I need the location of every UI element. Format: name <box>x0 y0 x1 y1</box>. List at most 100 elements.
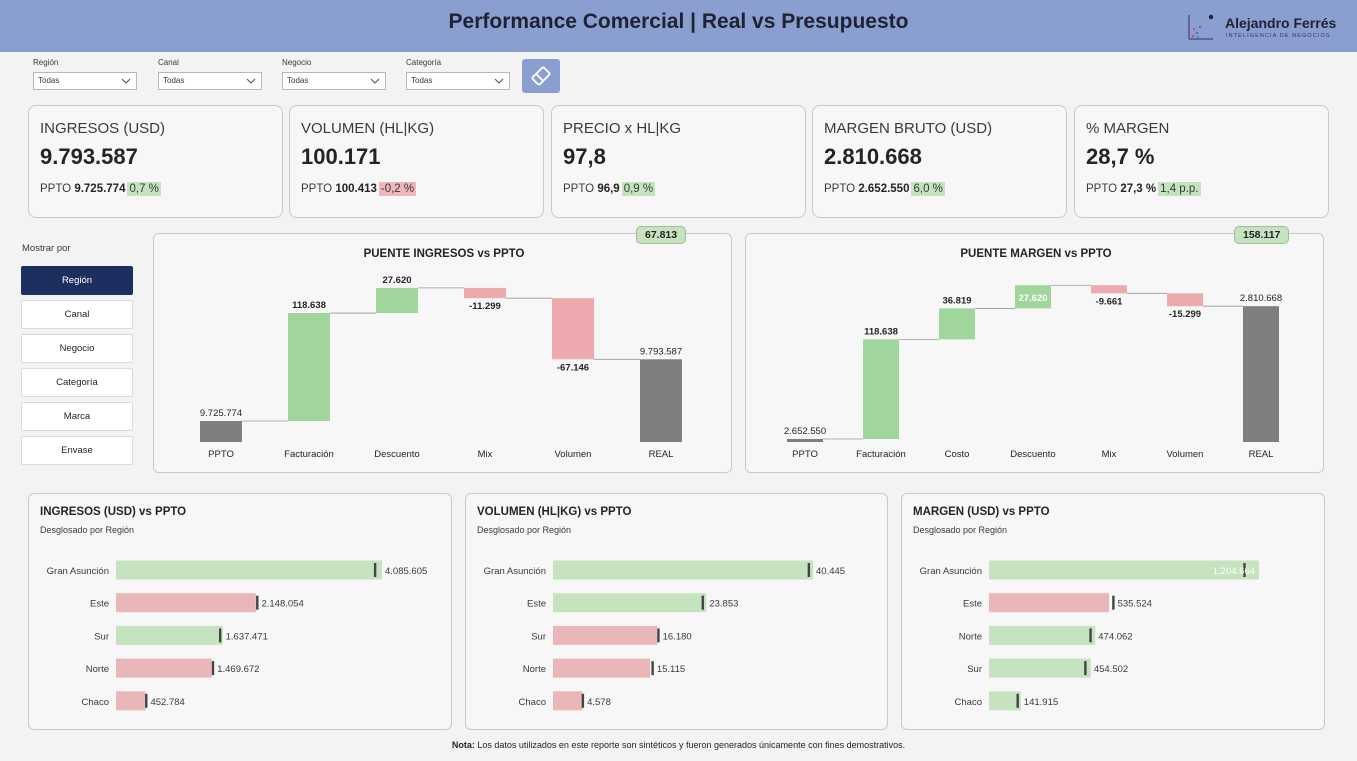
axis-tick-label: PPTO <box>208 449 234 460</box>
filter-region-label: Región <box>33 58 59 67</box>
show-by-region-button[interactable]: Región <box>21 266 133 295</box>
kpi-card-margen-bruto: MARGEN BRUTO (USD) 2.810.668 PPTO 2.652.… <box>812 105 1067 218</box>
kpi-title: INGRESOS (USD) <box>40 120 166 137</box>
filter-canal-value: Todas <box>163 76 185 85</box>
show-by-categoria-button[interactable]: Categoría <box>21 368 133 397</box>
chart-title: VOLUMEN (HL|KG) vs PPTO <box>477 506 632 518</box>
chart-subtitle: Desglosado por Región <box>913 525 1008 535</box>
kpi-value: 9.793.587 <box>40 144 138 169</box>
show-by-negocio-button[interactable]: Negocio <box>21 334 133 363</box>
region-bar <box>989 691 1021 711</box>
filter-region: Región Todas <box>33 58 137 90</box>
target-marker <box>1016 693 1019 708</box>
kpi-ppto-value: 100.413 <box>335 183 377 195</box>
kpi-card-volumen: VOLUMEN (HL|KG) 100.171 PPTO 100.413 -0,2… <box>289 105 544 218</box>
data-label: 141.915 <box>1024 697 1058 708</box>
ingresos-by-region-chart: Gran Asunción 4.085.605 Este 2.148.054 Sur 1.… <box>47 560 427 711</box>
data-label: 2.148.054 <box>261 599 303 610</box>
footnote-text: Los datos utilizados en este reporte son… <box>474 740 906 750</box>
kpi-ppto-line: PPTO 27,3 % 1,4 p.p. <box>1086 182 1201 196</box>
brand-logo: Alejandro Ferrés INTELIGENCIA DE NEGOCIO… <box>1186 12 1346 44</box>
waterfall-bar <box>939 308 975 340</box>
kpi-delta-badge: -0,2 % <box>378 182 417 196</box>
data-label: 2.652.550 <box>784 426 826 437</box>
kpi-ppto-label: PPTO <box>563 183 595 195</box>
waterfall-ingresos-panel: PUENTE INGRESOS vs PPTO 9.725.774 PPTO 118.… <box>153 233 732 473</box>
kpi-ppto-line: PPTO 2.652.550 6,0 % <box>824 182 945 196</box>
filter-categoria-dropdown[interactable]: Todas <box>406 72 510 90</box>
axis-tick-label: PPTO <box>792 449 818 460</box>
data-label: 454.502 <box>1094 664 1128 675</box>
filter-negocio-dropdown[interactable]: Todas <box>282 72 386 90</box>
chart-title: PUENTE INGRESOS vs PPTO <box>364 248 525 260</box>
category-label: Sur <box>967 664 982 675</box>
chart-subtitle: Desglosado por Región <box>477 525 572 535</box>
data-label: 4.085.605 <box>385 566 427 577</box>
region-bar <box>116 560 382 580</box>
target-marker <box>701 595 704 610</box>
waterfall-bar <box>863 339 899 439</box>
waterfall-bar <box>376 287 418 314</box>
kpi-ppto-value: 96,9 <box>597 183 620 195</box>
axis-tick-label: Volumen <box>555 449 592 460</box>
chart-title: PUENTE MARGEN vs PPTO <box>960 248 1111 260</box>
kpi-ppto-line: PPTO 100.413 -0,2 % <box>301 182 417 196</box>
axis-tick-label: Descuento <box>374 449 419 460</box>
axis-tick-label: Costo <box>945 449 970 460</box>
region-bar <box>553 560 813 580</box>
category-label: Este <box>963 599 982 610</box>
ingresos-by-region-panel: INGRESOS (USD) vs PPTO Desglosado por Re… <box>28 493 452 730</box>
kpi-ppto-label: PPTO <box>1086 183 1118 195</box>
header-bar: Performance Comercial | Real vs Presupue… <box>0 0 1357 52</box>
chevron-down-icon <box>494 78 504 84</box>
category-label: Sur <box>531 631 546 642</box>
axis-tick-label: REAL <box>1249 449 1274 460</box>
waterfall-bar <box>464 287 506 299</box>
show-by-marca-button[interactable]: Marca <box>21 402 133 431</box>
kpi-delta-badge: 1,4 p.p. <box>1158 182 1201 196</box>
target-marker <box>651 661 654 676</box>
data-label: 4.578 <box>587 697 611 708</box>
chart-title: MARGEN (USD) vs PPTO <box>913 506 1050 518</box>
data-label: 474.062 <box>1098 631 1132 642</box>
waterfall-bar <box>1015 285 1051 309</box>
page-title: Performance Comercial | Real vs Presupue… <box>448 10 909 33</box>
target-marker <box>1243 563 1246 577</box>
waterfall-margen-badge: 158.117 <box>1234 226 1290 244</box>
kpi-delta-badge: 0,7 % <box>127 182 161 196</box>
category-label: Este <box>527 599 546 610</box>
chart-title: INGRESOS (USD) vs PPTO <box>40 506 187 518</box>
chevron-down-icon <box>121 78 131 84</box>
show-by-envase-button[interactable]: Envase <box>21 436 133 465</box>
region-bar <box>989 593 1110 613</box>
kpi-ppto-value: 2.652.550 <box>858 183 910 195</box>
data-label: -9.661 <box>1096 296 1124 307</box>
region-bar <box>553 691 583 711</box>
kpi-delta-badge: 6,0 % <box>911 182 945 196</box>
data-label: 1.637.471 <box>226 631 268 642</box>
filter-canal: Canal Todas <box>158 58 262 90</box>
category-label: Chaco <box>955 697 982 708</box>
filter-negocio-value: Todas <box>287 76 309 85</box>
region-bar <box>553 625 658 645</box>
waterfall-bar <box>1091 285 1127 294</box>
clear-filters-button[interactable] <box>522 59 560 93</box>
target-marker <box>657 628 660 643</box>
filter-region-dropdown[interactable]: Todas <box>33 72 137 90</box>
chevron-down-icon <box>246 78 256 84</box>
category-label: Norte <box>86 664 109 675</box>
brand-mark-icon <box>1188 14 1214 40</box>
category-label: Gran Asunción <box>920 566 982 577</box>
filter-canal-dropdown[interactable]: Todas <box>158 72 262 90</box>
kpi-delta-badge: 0,9 % <box>621 182 656 196</box>
category-label: Chaco <box>82 697 109 708</box>
target-marker <box>211 661 215 676</box>
data-label: 1.469.672 <box>217 664 259 675</box>
region-bar <box>116 625 223 645</box>
waterfall-bar <box>288 313 330 421</box>
brand-name: Alejandro Ferrés <box>1225 15 1337 31</box>
filter-negocio-label: Negocio <box>282 58 312 67</box>
show-by-canal-button[interactable]: Canal <box>21 300 133 329</box>
region-bar <box>989 625 1096 645</box>
region-bar <box>116 691 146 711</box>
